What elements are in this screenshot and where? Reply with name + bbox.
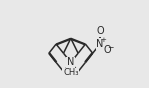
Text: O: O: [96, 26, 104, 36]
Text: N: N: [67, 57, 74, 67]
Text: +: +: [101, 37, 107, 43]
Text: N: N: [96, 39, 104, 49]
Text: O: O: [103, 45, 111, 55]
Text: CH₃: CH₃: [63, 68, 79, 77]
Text: −: −: [107, 43, 114, 52]
